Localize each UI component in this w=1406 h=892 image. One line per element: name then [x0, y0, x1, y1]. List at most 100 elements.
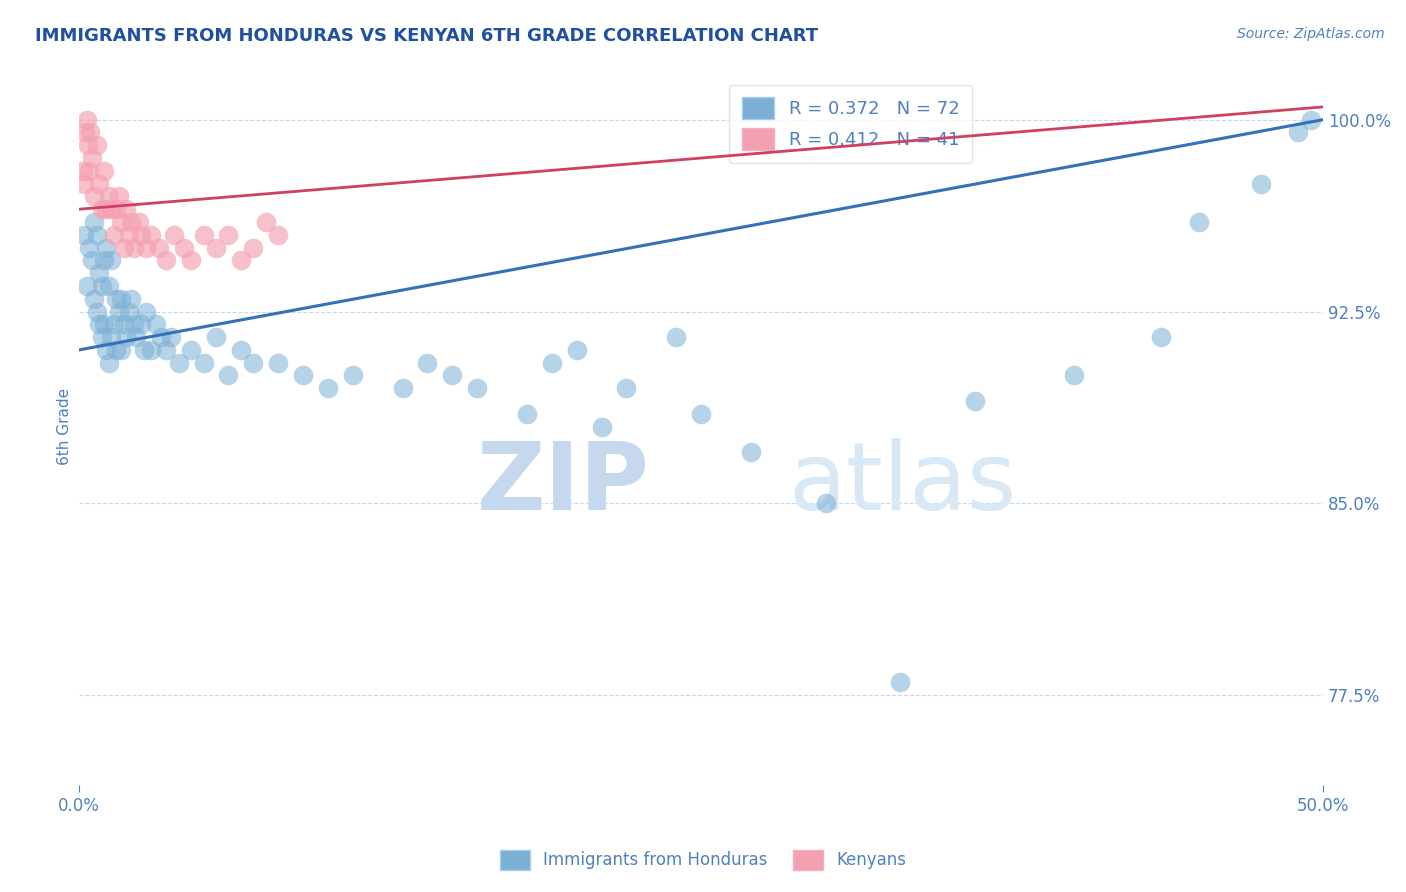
Point — [83, 215, 105, 229]
Point — [110, 343, 132, 357]
Point — [125, 330, 148, 344]
Point — [105, 343, 128, 357]
Point — [87, 318, 110, 332]
Text: ZIP: ZIP — [477, 438, 650, 530]
Point — [141, 227, 163, 242]
Point — [145, 318, 167, 332]
Point — [690, 407, 713, 421]
Point — [112, 241, 135, 255]
Point — [814, 496, 837, 510]
Point — [180, 343, 202, 357]
Legend: Immigrants from Honduras, Kenyans: Immigrants from Honduras, Kenyans — [494, 843, 912, 877]
Point — [292, 368, 315, 383]
Point — [76, 112, 98, 127]
Text: Source: ZipAtlas.com: Source: ZipAtlas.com — [1237, 27, 1385, 41]
Point — [83, 189, 105, 203]
Point — [93, 253, 115, 268]
Point — [87, 177, 110, 191]
Point — [565, 343, 588, 357]
Point — [100, 202, 122, 217]
Point — [120, 215, 142, 229]
Point — [128, 215, 150, 229]
Point — [132, 343, 155, 357]
Point — [96, 202, 118, 217]
Point — [540, 356, 562, 370]
Point — [242, 241, 264, 255]
Point — [148, 241, 170, 255]
Point — [90, 202, 112, 217]
Point — [80, 253, 103, 268]
Point — [217, 368, 239, 383]
Point — [342, 368, 364, 383]
Point — [441, 368, 464, 383]
Point — [73, 227, 96, 242]
Point — [217, 227, 239, 242]
Point — [416, 356, 439, 370]
Point — [267, 356, 290, 370]
Point — [77, 164, 100, 178]
Y-axis label: 6th Grade: 6th Grade — [58, 388, 72, 466]
Point — [122, 241, 145, 255]
Point — [465, 381, 488, 395]
Point — [90, 330, 112, 344]
Point — [100, 330, 122, 344]
Point — [135, 304, 157, 318]
Point — [155, 343, 177, 357]
Point — [77, 241, 100, 255]
Point — [131, 227, 153, 242]
Point — [118, 304, 141, 318]
Point — [108, 304, 131, 318]
Point — [76, 138, 98, 153]
Point — [591, 419, 613, 434]
Point — [86, 304, 108, 318]
Point — [160, 330, 183, 344]
Point — [108, 189, 131, 203]
Text: atlas: atlas — [789, 438, 1017, 530]
Point — [193, 356, 215, 370]
Point — [103, 227, 125, 242]
Point — [73, 177, 96, 191]
Point — [72, 164, 94, 178]
Point — [391, 381, 413, 395]
Point — [98, 189, 121, 203]
Point — [267, 227, 290, 242]
Point — [115, 330, 138, 344]
Point — [889, 675, 911, 690]
Point — [96, 343, 118, 357]
Point — [120, 292, 142, 306]
Point — [100, 253, 122, 268]
Point — [229, 343, 252, 357]
Point — [98, 356, 121, 370]
Point — [665, 330, 688, 344]
Point — [516, 407, 538, 421]
Text: IMMIGRANTS FROM HONDURAS VS KENYAN 6TH GRADE CORRELATION CHART: IMMIGRANTS FROM HONDURAS VS KENYAN 6TH G… — [35, 27, 818, 45]
Point — [105, 202, 128, 217]
Point — [173, 241, 195, 255]
Point — [96, 241, 118, 255]
Point — [103, 318, 125, 332]
Point — [80, 151, 103, 165]
Point — [87, 266, 110, 280]
Point — [167, 356, 190, 370]
Point — [150, 330, 173, 344]
Point — [122, 318, 145, 332]
Point — [110, 215, 132, 229]
Point — [90, 279, 112, 293]
Point — [1150, 330, 1173, 344]
Point — [205, 241, 228, 255]
Point — [740, 445, 762, 459]
Point — [1286, 126, 1309, 140]
Point — [1299, 112, 1322, 127]
Point — [254, 215, 277, 229]
Point — [229, 253, 252, 268]
Point — [76, 279, 98, 293]
Point — [155, 253, 177, 268]
Point — [86, 227, 108, 242]
Point — [316, 381, 339, 395]
Point — [180, 253, 202, 268]
Point — [118, 227, 141, 242]
Point — [205, 330, 228, 344]
Point — [98, 279, 121, 293]
Legend: R = 0.372   N = 72, R = 0.412   N = 41: R = 0.372 N = 72, R = 0.412 N = 41 — [728, 85, 972, 163]
Point — [86, 138, 108, 153]
